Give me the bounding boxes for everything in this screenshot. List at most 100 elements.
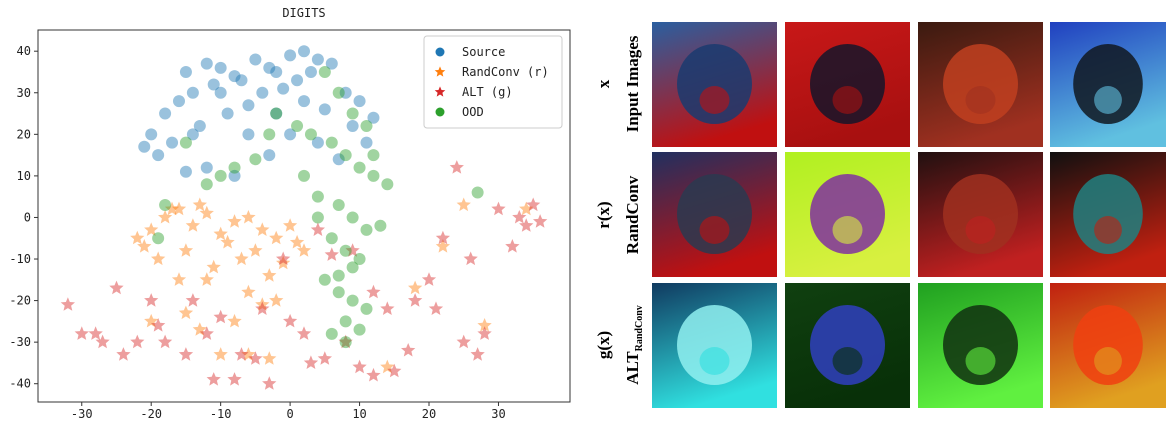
row-symbol: x: [594, 79, 613, 88]
star-point: [428, 301, 444, 315]
star-point: [171, 272, 187, 286]
star-point: [255, 222, 270, 236]
circle-point: [270, 65, 283, 78]
legend-label: ALT (g): [462, 85, 513, 99]
y-tick-label: 40: [17, 44, 31, 58]
image-detail: [832, 216, 863, 244]
circle-point: [145, 128, 158, 141]
legend-frame: [423, 35, 563, 129]
row-label-group: ALTRandConv: [623, 305, 645, 385]
circle-point: [339, 86, 352, 99]
circle-point: [353, 253, 366, 266]
image-subject: [1073, 305, 1143, 385]
circle-point: [435, 107, 445, 117]
circle-point: [332, 86, 345, 99]
star-point: [324, 247, 339, 261]
circle-point: [471, 186, 484, 199]
circle-point: [360, 120, 373, 133]
circle-point: [367, 149, 380, 162]
y-tick-label: -20: [9, 294, 31, 308]
row-symbol: r(x): [594, 201, 613, 228]
star-point: [241, 210, 256, 224]
circle-point: [353, 323, 366, 336]
circle-point: [325, 232, 338, 245]
circle-point: [172, 95, 185, 108]
row-label: ALT: [623, 351, 642, 385]
image-detail: [965, 86, 996, 114]
circle-point: [284, 49, 297, 62]
star-point: [144, 222, 159, 236]
circle-point: [360, 302, 373, 315]
star-point: [352, 359, 367, 374]
image-grid: x Input Images r(x) RandConv g(x) ALTRan…: [594, 22, 1166, 408]
circle-point: [339, 315, 352, 328]
star-point: [276, 251, 291, 266]
star-point: [241, 347, 256, 361]
star-point: [435, 230, 450, 245]
star-point: [130, 334, 145, 349]
star-point: [408, 293, 423, 307]
star-point: [519, 218, 534, 232]
circle-point: [374, 219, 387, 232]
circle-point: [263, 61, 276, 74]
circle-point: [152, 232, 165, 245]
star-point: [366, 284, 381, 299]
star-point: [116, 347, 131, 361]
star-point: [345, 243, 360, 257]
y-tick-label: 20: [17, 127, 31, 141]
x-tick-label: -20: [140, 407, 162, 421]
circle-point: [235, 74, 248, 87]
star-point: [310, 222, 325, 236]
x-tick-label: -30: [71, 407, 93, 421]
series: [60, 160, 548, 390]
star-point: [234, 251, 249, 266]
star-point: [60, 297, 75, 311]
circle-point: [360, 136, 373, 149]
image-subject: [810, 44, 885, 124]
circle-point: [159, 107, 172, 120]
x-tick-label: 20: [422, 407, 436, 421]
series: [138, 45, 380, 182]
star-point: [199, 272, 214, 286]
circle-point: [228, 169, 241, 182]
star-point: [74, 326, 89, 340]
star-point: [255, 297, 270, 311]
row-symbol: g(x): [594, 331, 613, 359]
star-point: [178, 305, 194, 320]
circle-point: [228, 161, 241, 174]
y-tick-label: 30: [17, 86, 31, 100]
legend-label: Source: [462, 45, 505, 59]
star-point: [338, 334, 353, 349]
circle-point: [318, 103, 331, 116]
star-point: [151, 251, 166, 266]
image-detail: [699, 216, 730, 244]
circle-point: [221, 107, 234, 120]
circle-point: [346, 294, 359, 307]
circle-point: [298, 95, 310, 108]
image-subject: [943, 44, 1018, 124]
row-label-subscript: RandConv: [634, 305, 645, 351]
circle-point: [304, 128, 317, 141]
circle-point: [291, 74, 304, 87]
star-point: [512, 210, 527, 224]
circle-point: [179, 165, 192, 178]
star-point: [380, 359, 395, 374]
star-point: [317, 351, 332, 365]
image-subject: [943, 305, 1018, 385]
star-point: [434, 66, 446, 77]
circle-point: [186, 128, 199, 141]
y-tick-label: -10: [9, 252, 31, 266]
circle-point: [263, 128, 276, 141]
circle-point: [152, 149, 165, 162]
x-tick-label: 30: [491, 407, 505, 421]
circle-point: [346, 120, 359, 133]
circle-point: [179, 136, 192, 149]
image-subject: [810, 174, 885, 254]
row-label: RandConv: [623, 175, 642, 254]
circle-point: [360, 223, 373, 236]
circle-point: [339, 336, 352, 349]
image-subject: [943, 174, 1018, 254]
star-point: [234, 347, 249, 361]
star-point: [248, 243, 263, 257]
x-tick-label: -10: [210, 407, 232, 421]
